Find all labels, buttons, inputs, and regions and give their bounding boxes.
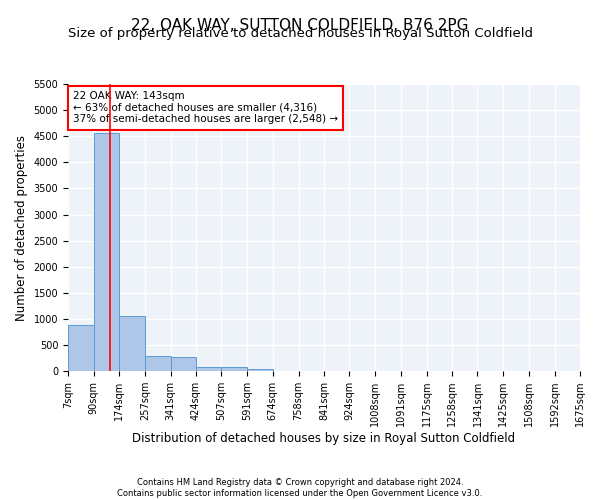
Bar bbox=[196, 366, 221, 371]
Bar bbox=[119, 316, 145, 371]
Bar bbox=[170, 356, 196, 371]
Bar bbox=[145, 356, 170, 371]
Text: 22 OAK WAY: 143sqm
← 63% of detached houses are smaller (4,316)
37% of semi-deta: 22 OAK WAY: 143sqm ← 63% of detached hou… bbox=[73, 91, 338, 124]
X-axis label: Distribution of detached houses by size in Royal Sutton Coldfield: Distribution of detached houses by size … bbox=[133, 432, 515, 445]
Text: 22, OAK WAY, SUTTON COLDFIELD, B76 2PG: 22, OAK WAY, SUTTON COLDFIELD, B76 2PG bbox=[131, 18, 469, 32]
Text: Contains HM Land Registry data © Crown copyright and database right 2024.
Contai: Contains HM Land Registry data © Crown c… bbox=[118, 478, 482, 498]
Bar bbox=[94, 133, 119, 371]
Bar bbox=[68, 326, 94, 371]
Text: Size of property relative to detached houses in Royal Sutton Coldfield: Size of property relative to detached ho… bbox=[67, 28, 533, 40]
Bar bbox=[221, 367, 247, 371]
Y-axis label: Number of detached properties: Number of detached properties bbox=[15, 134, 28, 320]
Bar bbox=[247, 368, 273, 371]
